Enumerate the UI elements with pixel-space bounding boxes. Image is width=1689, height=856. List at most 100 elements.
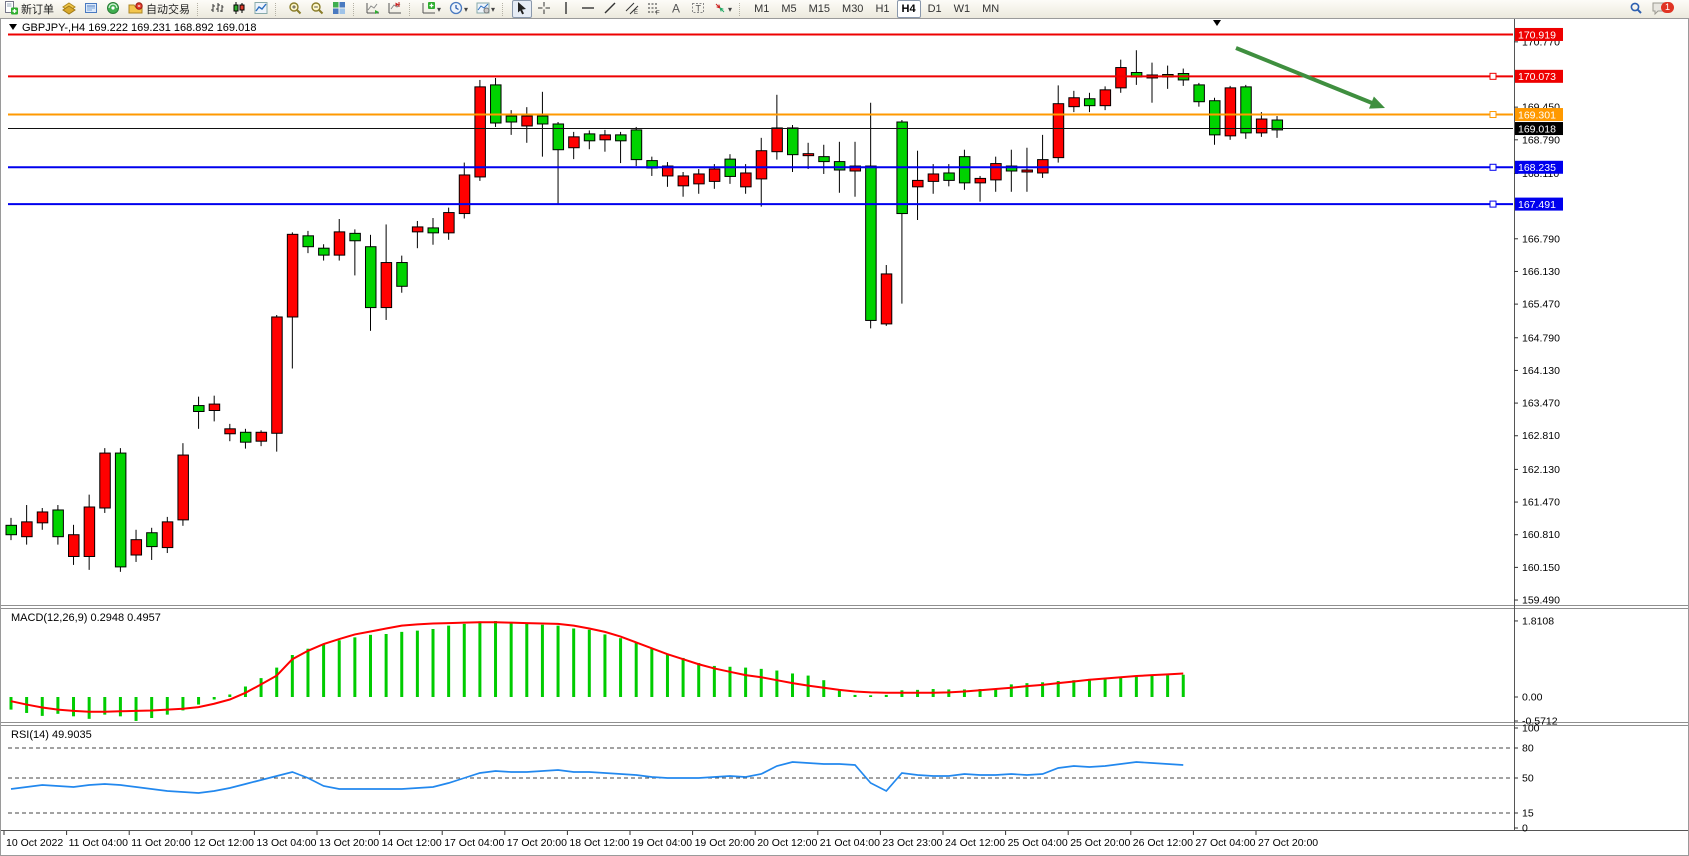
auto-scroll-button[interactable] bbox=[363, 0, 383, 18]
cursor-button[interactable] bbox=[512, 0, 533, 18]
market-watch-icon bbox=[62, 1, 76, 18]
auto-scroll-icon bbox=[366, 1, 380, 18]
auto-trading-button[interactable]: 自动交易 bbox=[125, 0, 193, 18]
new-order-button-label: 新订单 bbox=[21, 4, 54, 16]
svg-text:A: A bbox=[672, 1, 680, 15]
time-axis-label: 19 Oct 20:00 bbox=[695, 837, 755, 849]
candle bbox=[490, 77, 502, 127]
time-axis-label: 17 Oct 04:00 bbox=[444, 837, 504, 849]
line-handle[interactable] bbox=[1489, 111, 1497, 119]
rsi-axis-label: 80 bbox=[1522, 743, 1534, 755]
candle bbox=[849, 141, 862, 197]
timeframe-w1-button[interactable]: W1 bbox=[953, 3, 971, 15]
timeframe-m5-button[interactable]: M5 bbox=[781, 3, 797, 15]
new-order-button[interactable]: 新订单 bbox=[1, 0, 57, 18]
timeframe-m15-button[interactable]: M15 bbox=[808, 3, 831, 15]
time-axis-label: 26 Oct 12:00 bbox=[1133, 837, 1193, 849]
crosshair-button[interactable] bbox=[534, 0, 554, 18]
timeframe-h4-button[interactable]: H4 bbox=[896, 0, 921, 18]
chart-menu-arrow-icon[interactable] bbox=[9, 24, 17, 30]
rsi-axis-label: 0 bbox=[1522, 823, 1528, 835]
candle bbox=[599, 129, 611, 152]
search-button[interactable] bbox=[1626, 0, 1646, 18]
trendline-button[interactable] bbox=[600, 0, 620, 18]
channel-button[interactable]: E bbox=[622, 0, 642, 18]
timeframe-h1-button[interactable]: H1 bbox=[875, 3, 890, 15]
price-badge-label: 169.018 bbox=[1518, 123, 1556, 135]
line-handle[interactable] bbox=[1489, 72, 1497, 80]
chevron-down-icon: ▾ bbox=[437, 4, 442, 14]
candle bbox=[83, 494, 96, 570]
candle bbox=[552, 122, 565, 205]
trend-arrow[interactable] bbox=[1235, 46, 1385, 109]
candle bbox=[880, 265, 893, 326]
horizontal-line-button[interactable] bbox=[578, 0, 598, 18]
svg-text:T: T bbox=[696, 3, 702, 13]
periods-button[interactable]: ▾ bbox=[446, 0, 471, 18]
candle bbox=[740, 164, 752, 194]
indicators-icon bbox=[422, 1, 436, 18]
candle bbox=[99, 448, 111, 513]
candle bbox=[1224, 85, 1237, 140]
price-badge bbox=[1515, 108, 1563, 122]
time-axis-label: 11 Oct 20:00 bbox=[131, 837, 191, 849]
candle bbox=[958, 149, 971, 190]
zoom-out-button[interactable] bbox=[307, 0, 327, 18]
fibonacci-button[interactable]: F bbox=[644, 0, 664, 18]
bar-chart-icon bbox=[210, 1, 224, 18]
timeframe-mn-button[interactable]: MN bbox=[982, 3, 1000, 15]
macd-axis-label: 0.00 bbox=[1522, 692, 1543, 704]
price-badge bbox=[1515, 122, 1563, 136]
candle bbox=[865, 102, 877, 329]
candle bbox=[1193, 82, 1205, 107]
macd-pane: 1.8108 0.00 -0.5712 bbox=[9, 615, 1558, 727]
candlestick-chart-button[interactable] bbox=[229, 0, 249, 18]
price-badge bbox=[1515, 160, 1563, 174]
candle bbox=[677, 171, 690, 197]
candle bbox=[349, 229, 361, 276]
candle bbox=[443, 207, 455, 240]
toolbar-buttons: 新订单 自动交易 ▾ ▾ ▾ E F A T ▾ M1 M5 M15 M30 H1 H4 D1 W1 MN bbox=[0, 0, 1005, 18]
candle bbox=[787, 124, 799, 172]
price-tick-label: 160.150 bbox=[1522, 562, 1560, 574]
price-tick-label: 163.470 bbox=[1522, 398, 1560, 410]
zoom-in-button[interactable] bbox=[285, 0, 305, 18]
candle bbox=[380, 224, 393, 320]
indicators-button[interactable]: ▾ bbox=[419, 0, 444, 18]
fibonacci-icon: F bbox=[647, 1, 661, 18]
text-label-button[interactable]: T bbox=[688, 0, 708, 18]
chart-shift-button[interactable] bbox=[385, 0, 405, 18]
time-axis-label: 19 Oct 04:00 bbox=[632, 837, 692, 849]
line-handle[interactable] bbox=[1489, 200, 1497, 208]
navigator-button[interactable] bbox=[103, 0, 123, 18]
text-button[interactable]: A bbox=[666, 0, 686, 18]
candle bbox=[271, 315, 283, 452]
bar-chart-button[interactable] bbox=[207, 0, 227, 18]
tile-windows-button[interactable] bbox=[329, 0, 349, 18]
toolbar-separator bbox=[739, 2, 744, 16]
rsi-axis-label: 50 bbox=[1522, 773, 1534, 785]
periods-icon bbox=[449, 1, 463, 18]
line-handle[interactable] bbox=[1489, 163, 1497, 171]
templates-button[interactable]: ▾ bbox=[473, 0, 498, 18]
market-watch-button[interactable] bbox=[59, 0, 79, 18]
price-badge-label: 169.301 bbox=[1518, 109, 1556, 121]
rsi-label: RSI(14) 49.9035 bbox=[11, 729, 92, 741]
timeframe-d1-button[interactable]: D1 bbox=[927, 3, 942, 15]
line-chart-button[interactable] bbox=[251, 0, 271, 18]
timeframe-m1-button[interactable]: M1 bbox=[754, 3, 770, 15]
price-tick-label: 164.790 bbox=[1522, 332, 1560, 344]
arrows-button[interactable]: ▾ bbox=[710, 0, 735, 18]
candle bbox=[818, 144, 830, 174]
toolbar-separator bbox=[275, 2, 280, 16]
data-window-button[interactable] bbox=[81, 0, 101, 18]
candle bbox=[1068, 90, 1080, 113]
toolbar: 新订单 自动交易 ▾ ▾ ▾ E F A T ▾ M1 M5 M15 M30 H1 H4 D1 W1 MN 1 bbox=[0, 0, 1689, 19]
candle bbox=[974, 175, 987, 202]
price-tick-label: 166.790 bbox=[1522, 233, 1560, 245]
candle bbox=[161, 516, 174, 554]
timeframe-m30-button[interactable]: M30 bbox=[842, 3, 864, 15]
notifications-button[interactable]: 1 bbox=[1648, 0, 1682, 18]
vertical-line-button[interactable] bbox=[556, 0, 576, 18]
